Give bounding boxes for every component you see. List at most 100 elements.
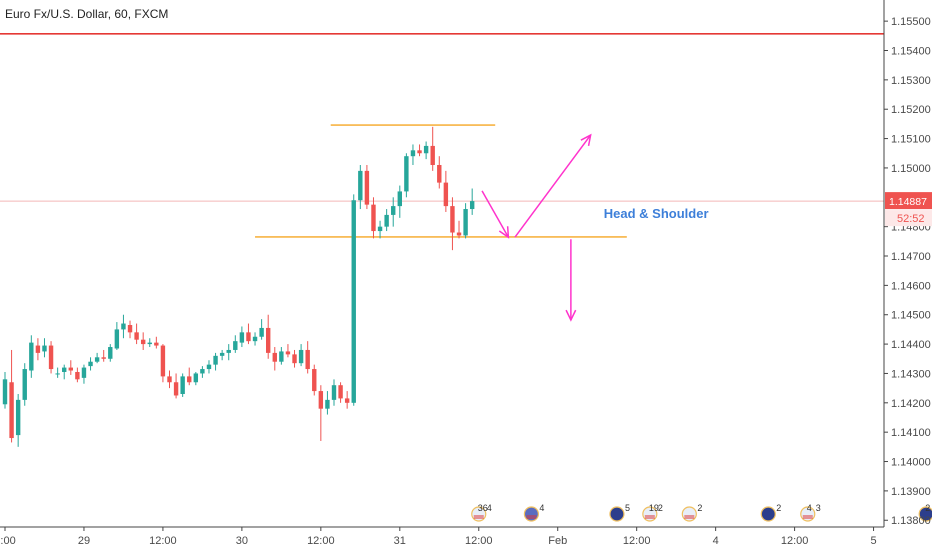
candle	[42, 338, 47, 358]
candle-body	[384, 214, 389, 227]
candle	[463, 203, 468, 239]
candle	[219, 349, 225, 361]
level-lines	[0, 32, 884, 238]
price-tick-label: 1.14400	[891, 339, 931, 351]
candle-body	[246, 332, 251, 342]
arrow-head	[498, 226, 510, 239]
candle	[318, 385, 324, 441]
candle	[371, 197, 376, 239]
candle-body	[180, 376, 185, 395]
candle-body	[55, 373, 60, 375]
event-flag-icon	[609, 506, 625, 522]
candle	[325, 391, 330, 415]
arrow-shaft	[481, 190, 510, 238]
candle-body	[456, 232, 462, 236]
price-tick-label: 1.13900	[891, 486, 931, 498]
candle	[338, 382, 343, 403]
candle-body	[68, 367, 73, 371]
price-tick-label: 1.15100	[891, 134, 931, 146]
candle	[134, 323, 139, 345]
time-tick-label: 12:00	[307, 535, 335, 547]
candle	[259, 319, 264, 340]
candle	[285, 344, 291, 358]
candle-body	[430, 145, 435, 165]
candle	[180, 373, 185, 397]
candle-body	[213, 355, 218, 365]
candle	[344, 391, 350, 409]
event-marker[interactable]: 4	[523, 503, 544, 522]
event-marker[interactable]: 2	[760, 503, 781, 522]
candle-body	[101, 357, 106, 359]
chart-title: Euro Fx/U.S. Dollar, 60, FXCM	[5, 7, 168, 21]
candle-body	[147, 342, 152, 345]
candle	[417, 144, 422, 157]
arrow[interactable]	[565, 239, 577, 322]
time-axis[interactable]: 2:00 29 12:00 30 12:00 31 12:00 Feb 12:00 4 12:00 5…	[0, 526, 932, 547]
candle-body	[252, 336, 258, 342]
pattern-label: Head & Shoulder	[604, 206, 709, 221]
candle	[246, 323, 251, 345]
candle-body	[75, 371, 80, 380]
event-count: 36	[478, 503, 488, 513]
event-sub-count: 4	[539, 503, 544, 513]
countdown-label: 52:52	[897, 213, 925, 225]
candles	[2, 126, 475, 447]
current-price-tag[interactable]: 1.14887	[885, 192, 932, 210]
countdown-bg	[885, 210, 932, 227]
price-tick-label: 1.15000	[891, 163, 931, 175]
candle	[213, 352, 218, 371]
price-axis[interactable]: 1.15500 1.15400 1.15300 1.15200 1.15100 1.150…	[883, 0, 932, 527]
candle-body	[364, 170, 370, 205]
price-tick-label: 1.14200	[891, 398, 931, 410]
candle	[15, 394, 21, 447]
price-tick-label: 1.15500	[891, 16, 931, 28]
candle	[279, 347, 284, 365]
event-marker[interactable]: 5	[609, 503, 630, 522]
candle	[108, 344, 113, 362]
candle	[22, 363, 27, 406]
candle-body	[134, 332, 139, 340]
candle	[173, 373, 179, 399]
candle-body	[173, 382, 179, 396]
candle	[127, 320, 133, 339]
candle	[437, 156, 442, 189]
event-marker[interactable]: 23	[918, 503, 932, 522]
candle	[121, 314, 126, 339]
candle-body	[160, 345, 166, 377]
candle-body	[437, 164, 442, 183]
annotation-arrows	[481, 133, 592, 322]
candle-body	[29, 342, 34, 371]
candle	[200, 366, 205, 378]
event-marker[interactable]: 364	[471, 503, 492, 522]
event-sub-count: 2	[658, 503, 663, 513]
event-marker[interactable]: 2	[681, 503, 702, 522]
candle	[410, 144, 416, 165]
candle	[9, 349, 14, 443]
annotations: Head & Shoulder	[604, 206, 709, 221]
event-marker[interactable]: 192	[642, 503, 663, 522]
event-count: 19	[649, 503, 659, 513]
candle	[94, 352, 100, 364]
arrow[interactable]	[481, 190, 510, 239]
candle-body	[219, 352, 225, 356]
candle-body	[325, 399, 330, 409]
candle-body	[417, 150, 422, 154]
candle-body	[344, 398, 350, 403]
candle-body	[15, 399, 21, 436]
arrow[interactable]	[514, 133, 592, 238]
candle	[364, 164, 370, 210]
candle-body	[140, 339, 146, 345]
event-flag-icon	[918, 506, 932, 522]
time-tick-label: Feb	[548, 535, 567, 547]
candle	[75, 367, 80, 383]
economic-events[interactable]: 36445192224323258	[471, 503, 932, 522]
candle-body	[318, 391, 324, 409]
candle-body	[312, 369, 317, 392]
event-sub-count: 3	[816, 503, 821, 513]
candle	[430, 126, 435, 171]
candle-body	[187, 376, 192, 383]
candle	[266, 314, 271, 359]
